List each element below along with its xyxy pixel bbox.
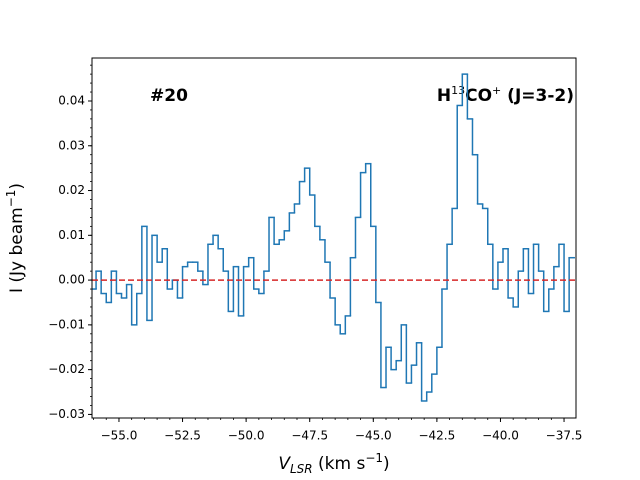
x-tick-label: −50.0: [228, 429, 265, 443]
y-tick-label: 0.03: [58, 138, 85, 152]
y-tick-label: −0.01: [48, 317, 85, 331]
x-tick-label: −45.0: [355, 429, 392, 443]
x-tick-label: −40.0: [482, 429, 519, 443]
y-tick-label: 0.01: [58, 228, 85, 242]
y-tick-label: 0.00: [58, 273, 85, 287]
plot-frame: [91, 57, 577, 419]
x-tick-label: −47.5: [291, 429, 328, 443]
y-tick-label: 0.02: [58, 183, 85, 197]
x-tick-label: −42.5: [418, 429, 455, 443]
y-tick-label: −0.03: [48, 407, 85, 421]
y-tick-label: −0.02: [48, 362, 85, 376]
annotation: #20: [150, 86, 188, 106]
x-tick-label: −37.5: [546, 429, 583, 443]
annotation: H13CO+ (J=3-2): [437, 84, 574, 106]
x-axis-label: VLSR (km s−1): [278, 451, 389, 476]
y-tick-label: 0.04: [58, 93, 85, 107]
x-tick-label: −55.0: [101, 429, 138, 443]
x-tick-label: −52.5: [164, 429, 201, 443]
y-axis-label: I (Jy beam−1): [4, 183, 27, 293]
